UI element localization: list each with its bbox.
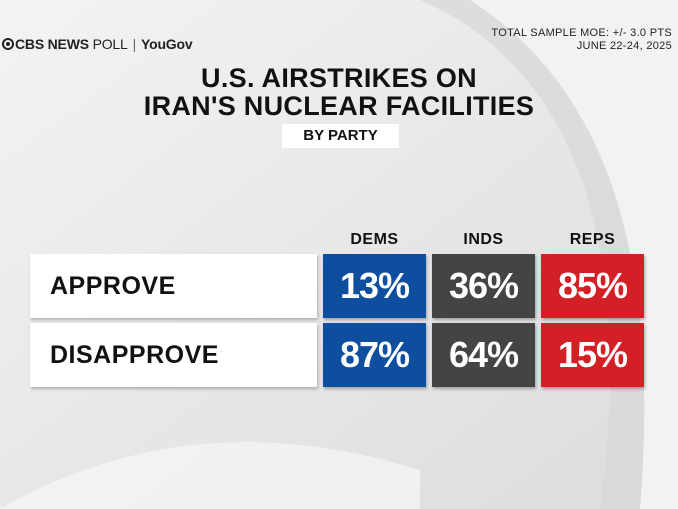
poll-dates: JUNE 22-24, 2025: [576, 40, 672, 52]
value-cell-approve-reps: 85%: [541, 254, 644, 318]
brand-logo: CBS NEWS POLL | YouGov: [2, 36, 193, 52]
value-cell-disapprove-dems: 87%: [323, 323, 426, 387]
value-cell-disapprove-reps: 15%: [541, 323, 644, 387]
value-cell-approve-inds: 36%: [432, 254, 535, 318]
poll-info: TOTAL SAMPLE MOE: +/- 3.0 PTS JUNE 22-24…: [491, 27, 672, 53]
value-cell-disapprove-inds: 64%: [432, 323, 535, 387]
row-label-approve: APPROVE: [30, 254, 317, 318]
brand-cbs: CBS NEWS: [15, 36, 89, 52]
title-line-1: U.S. AIRSTRIKES ON: [201, 63, 477, 93]
column-header-reps: REPS: [569, 231, 616, 248]
column-header-inds: INDS: [463, 231, 504, 248]
moe-text: TOTAL SAMPLE MOE: +/- 3.0 PTS: [491, 27, 672, 39]
chart-subtitle: BY PARTY: [282, 124, 399, 148]
brand-partner: YouGov: [141, 36, 193, 52]
chart-title: U.S. AIRSTRIKES ON IRAN'S NUCLEAR FACILI…: [0, 64, 678, 120]
brand-poll: POLL: [92, 36, 128, 52]
value-cell-approve-dems: 13%: [323, 254, 426, 318]
column-header-dems: DEMS: [350, 231, 399, 248]
cbs-eye-icon: [2, 38, 14, 50]
title-line-2: IRAN'S NUCLEAR FACILITIES: [143, 91, 535, 121]
row-label-disapprove: DISAPPROVE: [30, 323, 317, 387]
brand-separator: |: [132, 36, 137, 52]
